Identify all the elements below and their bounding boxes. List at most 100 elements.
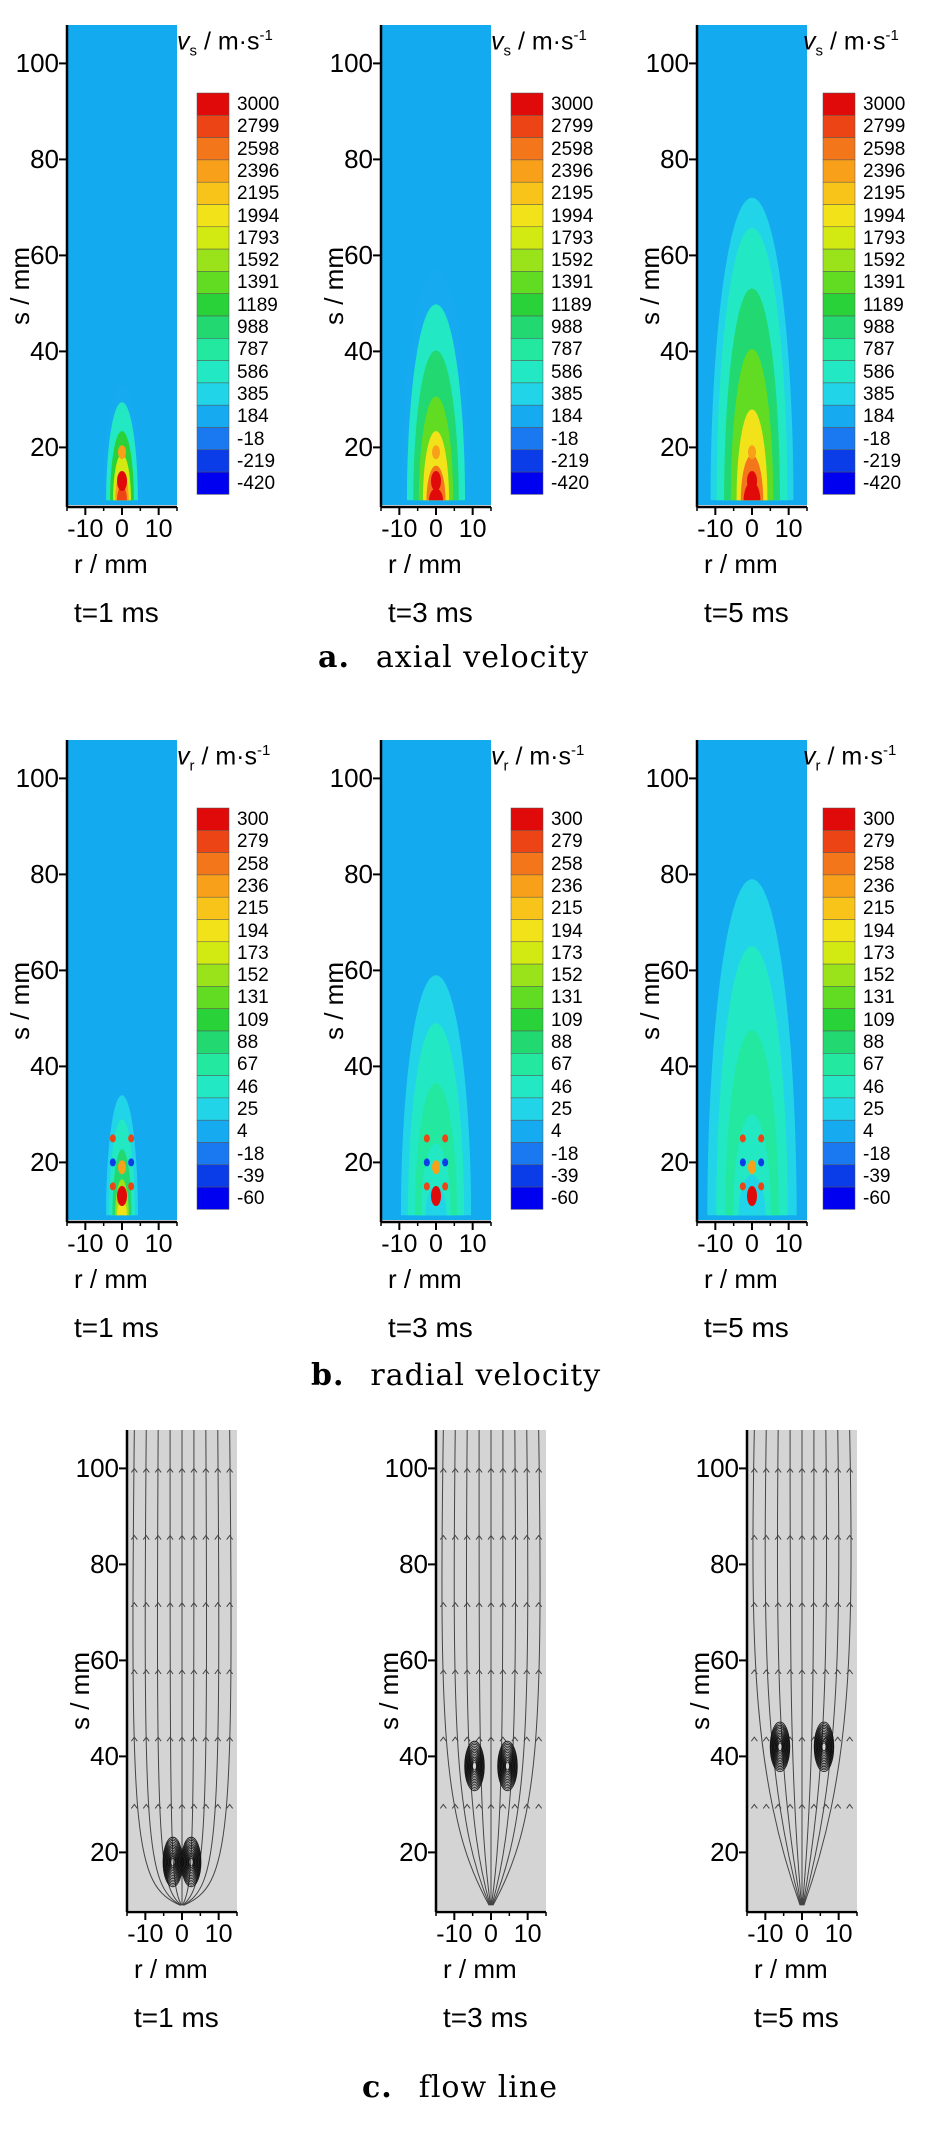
colorbar-swatch [822, 1075, 856, 1099]
colorbar-level: 236 [237, 875, 269, 897]
colorbar-exponent: -1 [571, 742, 585, 759]
streamline-arrow [439, 1467, 447, 1473]
colorbar-symbol: v [491, 742, 504, 771]
vortex-line [188, 1857, 194, 1867]
colorbar-swatch [196, 404, 230, 428]
colorbar-level: 215 [551, 898, 583, 920]
streamline-arrow [750, 1467, 758, 1473]
streamline-arrow [451, 1601, 459, 1608]
colorbar-swatch [196, 92, 230, 116]
colorbar-level: 67 [863, 1054, 885, 1076]
streamline [802, 1429, 828, 1906]
contour-core [758, 1134, 765, 1143]
x-axis-label: r / mm [754, 1954, 828, 1984]
streamline-arrow [786, 1601, 794, 1608]
colorbar-level: 3000 [551, 94, 594, 115]
streamline-arrow [834, 1467, 842, 1473]
streamline-arrow [834, 1736, 842, 1742]
y-tick-label: 20 [660, 1147, 689, 1178]
colorbar-level: 258 [237, 853, 269, 875]
time-label: t=3 ms [388, 597, 473, 628]
flow-panel-1: 100 80 60 40 20 -10 0 10 s / mm r / mm t=1 ms [65, 1429, 427, 2033]
y-tick-label: 20 [660, 432, 689, 463]
vortex-line [503, 1758, 512, 1774]
colorbar-swatch [510, 271, 544, 294]
x-tick-label: 10 [144, 1230, 173, 1258]
colorbar-swatch [510, 427, 544, 451]
streamline-arrow [511, 1467, 519, 1473]
streamline-arrow [846, 1803, 854, 1809]
axial-caption: a. axial velocity [318, 640, 589, 675]
colorbar-level: 152 [551, 965, 583, 987]
colorbar-swatch [822, 137, 856, 161]
vortex-line [505, 1761, 510, 1771]
streamline-arrow [511, 1803, 519, 1809]
caption-text: radial velocity [370, 1358, 602, 1393]
streamline [182, 1429, 208, 1906]
streamline-arrow [166, 1736, 174, 1742]
streamline-arrow [798, 1736, 806, 1742]
x-tick-label: -10 [67, 515, 104, 543]
colorbar-level: -18 [237, 1143, 265, 1165]
y-tick-label: 40 [30, 336, 59, 367]
streamline-arrow [463, 1534, 471, 1540]
y-tick-label: 40 [344, 1051, 373, 1082]
streamline-arrow [463, 1467, 471, 1473]
streamline-arrow [226, 1467, 234, 1473]
radial-caption: b. radial velocity [311, 1358, 601, 1393]
streamline-arrow [487, 1736, 495, 1742]
colorbar-level: 1592 [863, 250, 906, 272]
vortex-line [821, 1740, 828, 1753]
colorbar-swatch [196, 427, 230, 451]
vortex-line [168, 1852, 178, 1872]
colorbar-level: 236 [863, 875, 895, 897]
streamline-arrow [750, 1601, 758, 1608]
streamline-arrow [535, 1803, 543, 1809]
streamline-arrow [487, 1467, 495, 1473]
colorbar-level: 215 [237, 898, 269, 920]
streamline-arrow [750, 1803, 758, 1809]
streamline-arrow [190, 1467, 198, 1473]
x-tick-label: 0 [115, 515, 129, 543]
streamline-arrow [834, 1803, 842, 1809]
vortex-line [464, 1742, 485, 1790]
streamline-arrow [475, 1803, 483, 1809]
colorbar-exponent: -1 [883, 742, 897, 759]
colorbar-level: 1592 [237, 250, 280, 272]
streamline-arrow [178, 1467, 186, 1473]
streamline-arrow [475, 1534, 483, 1540]
vortex-line [166, 1847, 179, 1876]
vortex-line [502, 1753, 513, 1779]
colorbar-level: -60 [237, 1188, 265, 1210]
colorbar-symbol: v [803, 27, 816, 56]
contour-core [431, 1186, 441, 1206]
vortex-line [168, 1851, 178, 1873]
y-tick-label: 60 [344, 955, 373, 986]
contour-core [432, 445, 440, 460]
contour-core [739, 1134, 746, 1143]
streamline-arrow [523, 1601, 531, 1608]
colorbar-swatch [196, 1186, 230, 1210]
colorbar-swatch [822, 1030, 856, 1054]
streamline-arrow [762, 1534, 770, 1540]
vortex-line [775, 1735, 785, 1758]
y-axis-label: s / mm [635, 962, 665, 1040]
vortex-line [188, 1855, 195, 1868]
colorbar-level: 173 [863, 942, 895, 964]
vortex-line [777, 1742, 783, 1752]
colorbar-level: 300 [551, 809, 583, 830]
colorbar-swatch [822, 382, 856, 406]
colorbar-level: 988 [237, 317, 269, 338]
colorbar-swatch [196, 360, 230, 384]
colorbar-swatch [196, 963, 230, 987]
colorbar-level: 1793 [551, 227, 594, 249]
streamline [169, 1429, 182, 1906]
colorbar-swatch [510, 159, 544, 183]
streamline-arrow [822, 1467, 830, 1473]
streamline-arrow [214, 1601, 222, 1608]
colorbar-title: vs / m·s-1 [177, 27, 273, 59]
colorbar-level: 46 [551, 1076, 573, 1098]
streamline-arrow [190, 1534, 198, 1540]
colorbar-swatch [196, 115, 230, 138]
vortex-line [814, 1723, 834, 1771]
